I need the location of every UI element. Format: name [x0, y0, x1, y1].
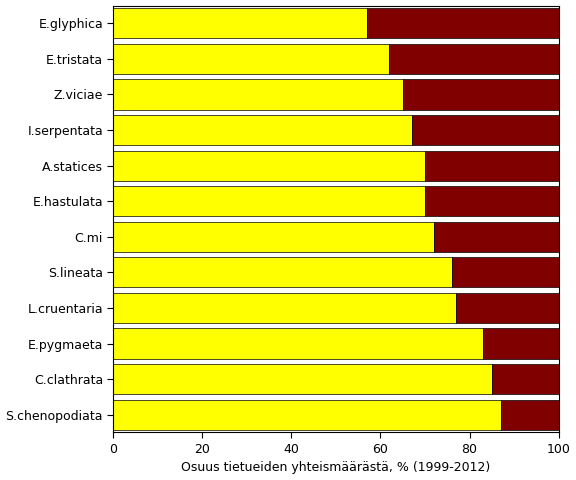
- Bar: [113, 293, 456, 323]
- Bar: [113, 44, 389, 74]
- X-axis label: Osuus tietueiden yhteismäärästä, % (1999-2012): Osuus tietueiden yhteismäärästä, % (1999…: [181, 461, 491, 474]
- Bar: [113, 186, 425, 216]
- Bar: [412, 115, 559, 145]
- Bar: [403, 79, 559, 109]
- Bar: [434, 222, 559, 252]
- Bar: [492, 364, 559, 394]
- Bar: [113, 151, 425, 181]
- Bar: [501, 399, 559, 430]
- Bar: [113, 328, 483, 359]
- Bar: [367, 8, 559, 38]
- Bar: [113, 8, 367, 38]
- Bar: [456, 293, 559, 323]
- Bar: [113, 364, 492, 394]
- Bar: [113, 115, 412, 145]
- Bar: [483, 328, 559, 359]
- Bar: [425, 151, 559, 181]
- Bar: [113, 399, 501, 430]
- Bar: [389, 44, 559, 74]
- Bar: [425, 186, 559, 216]
- Bar: [113, 222, 434, 252]
- Bar: [452, 257, 559, 288]
- Bar: [113, 79, 403, 109]
- Bar: [113, 257, 452, 288]
